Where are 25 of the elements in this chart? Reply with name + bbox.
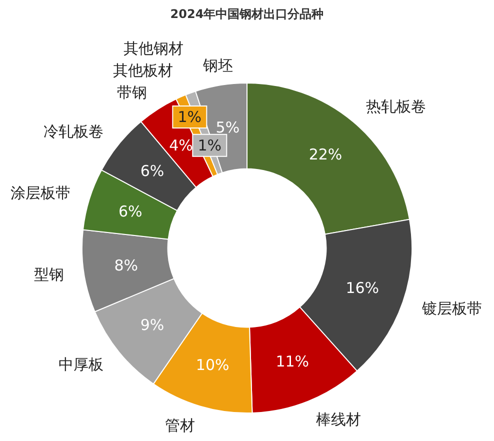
- data-label: 22%: [308, 145, 342, 164]
- slice-label: 带钢: [116, 83, 147, 102]
- slice-label: 中厚板: [58, 356, 104, 374]
- slice-label: 其他板材: [112, 61, 173, 80]
- slice-label: 热轧板卷: [366, 97, 426, 116]
- slice-label: 钢坯: [202, 56, 233, 74]
- data-label: 8%: [114, 256, 138, 274]
- data-label: 6%: [140, 162, 164, 180]
- chart-title: 2024年中国钢材出口分品种: [170, 7, 324, 21]
- data-label: 6%: [118, 202, 142, 221]
- slice-label: 镀层板带: [420, 300, 482, 318]
- slice-label: 型钢: [34, 265, 64, 284]
- data-label: 16%: [346, 278, 380, 297]
- data-label: 11%: [276, 352, 310, 370]
- slice-label: 冷轧板卷: [43, 122, 104, 140]
- data-label: 1%: [198, 136, 222, 154]
- data-label: 5%: [216, 118, 240, 136]
- slice-label: 其他钢材: [124, 39, 184, 58]
- data-label: 9%: [140, 316, 164, 334]
- data-label: 4%: [169, 136, 193, 154]
- slice-label: 棒线材: [316, 410, 361, 429]
- slice-label: 涂层板带: [10, 184, 70, 202]
- data-label: 10%: [196, 356, 230, 374]
- data-label: 1%: [178, 108, 202, 126]
- slice-label: 管材: [164, 416, 195, 435]
